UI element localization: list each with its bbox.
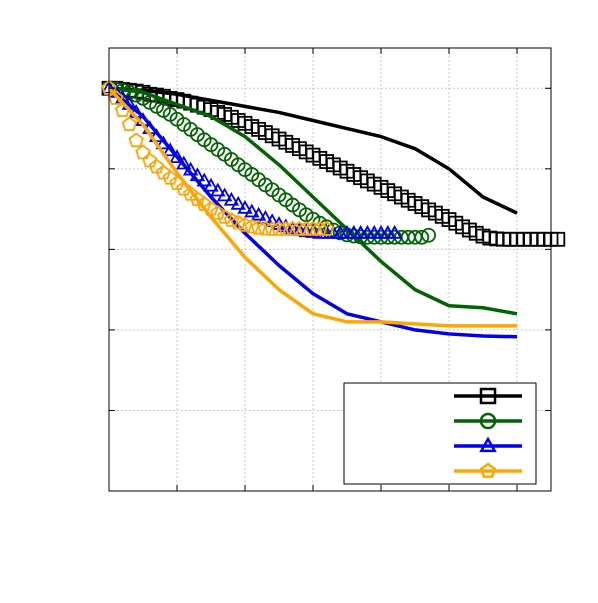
series-markers-pentagon	[101, 80, 335, 236]
data-point-triangle	[216, 187, 233, 202]
data-point-pentagon	[312, 221, 328, 236]
series-line-circle	[108, 86, 518, 316]
data-point-pentagon	[237, 217, 253, 232]
data-point-triangle	[203, 177, 219, 192]
data-point-triangle	[244, 203, 260, 218]
data-point-triangle	[210, 182, 226, 197]
data-point-pentagon	[284, 221, 301, 236]
legend-entry	[454, 387, 522, 405]
data-point-triangle	[169, 149, 185, 163]
legend	[343, 382, 537, 485]
data-point-triangle	[250, 206, 267, 221]
data-point-triangle	[223, 191, 240, 206]
series-line-pentagon	[107, 87, 517, 328]
data-point-pentagon	[162, 169, 178, 185]
data-point-triangle	[284, 220, 301, 235]
legend-marker-pentagon	[479, 462, 497, 478]
series-pentagon	[101, 80, 517, 328]
data-point-pentagon	[305, 221, 321, 236]
data-point-pentagon	[182, 186, 199, 201]
data-point-pentagon	[250, 219, 267, 235]
data-point-pentagon	[114, 102, 131, 117]
data-point-pentagon	[108, 90, 124, 105]
data-point-pentagon	[257, 220, 274, 236]
plot-frame	[108, 47, 552, 492]
data-point-circle	[421, 227, 437, 243]
data-point-circle	[325, 222, 341, 238]
data-point-pentagon	[271, 221, 287, 236]
series-group	[101, 79, 566, 339]
data-point-pentagon	[318, 221, 335, 236]
data-point-triangle	[176, 155, 192, 170]
data-point-triangle	[162, 142, 178, 157]
legend-marker-triangle	[479, 436, 497, 453]
data-point-triangle	[155, 135, 172, 150]
legend-marker-circle	[479, 412, 497, 430]
data-point-triangle	[189, 167, 206, 182]
data-point-triangle	[237, 199, 253, 214]
data-point-circle	[128, 87, 144, 103]
data-point-triangle	[230, 195, 246, 210]
data-point-pentagon	[176, 180, 192, 196]
data-point-pentagon	[196, 196, 212, 211]
legend-marker-square	[479, 387, 497, 405]
legend-entry	[454, 462, 522, 478]
data-point-pentagon	[155, 164, 172, 180]
data-point-triangle	[305, 224, 321, 238]
data-point-triangle	[196, 172, 212, 187]
data-point-pentagon	[298, 221, 314, 236]
data-point-pentagon	[264, 221, 280, 236]
legend-entry	[454, 412, 522, 430]
data-point-pentagon	[128, 132, 144, 148]
legend-box	[343, 382, 537, 485]
data-point-pentagon	[121, 116, 138, 132]
data-point-pentagon	[278, 221, 294, 236]
series-line-triangle	[107, 86, 518, 339]
data-point-triangle	[298, 223, 314, 238]
axis-ticks	[109, 48, 551, 491]
data-point-pentagon	[291, 221, 308, 236]
data-point-circle	[414, 229, 430, 245]
data-point-triangle	[182, 161, 199, 176]
data-point-pentagon	[189, 191, 206, 206]
data-point-triangle	[386, 224, 403, 239]
legend-entry	[454, 436, 522, 453]
data-point-pentagon	[244, 218, 260, 234]
